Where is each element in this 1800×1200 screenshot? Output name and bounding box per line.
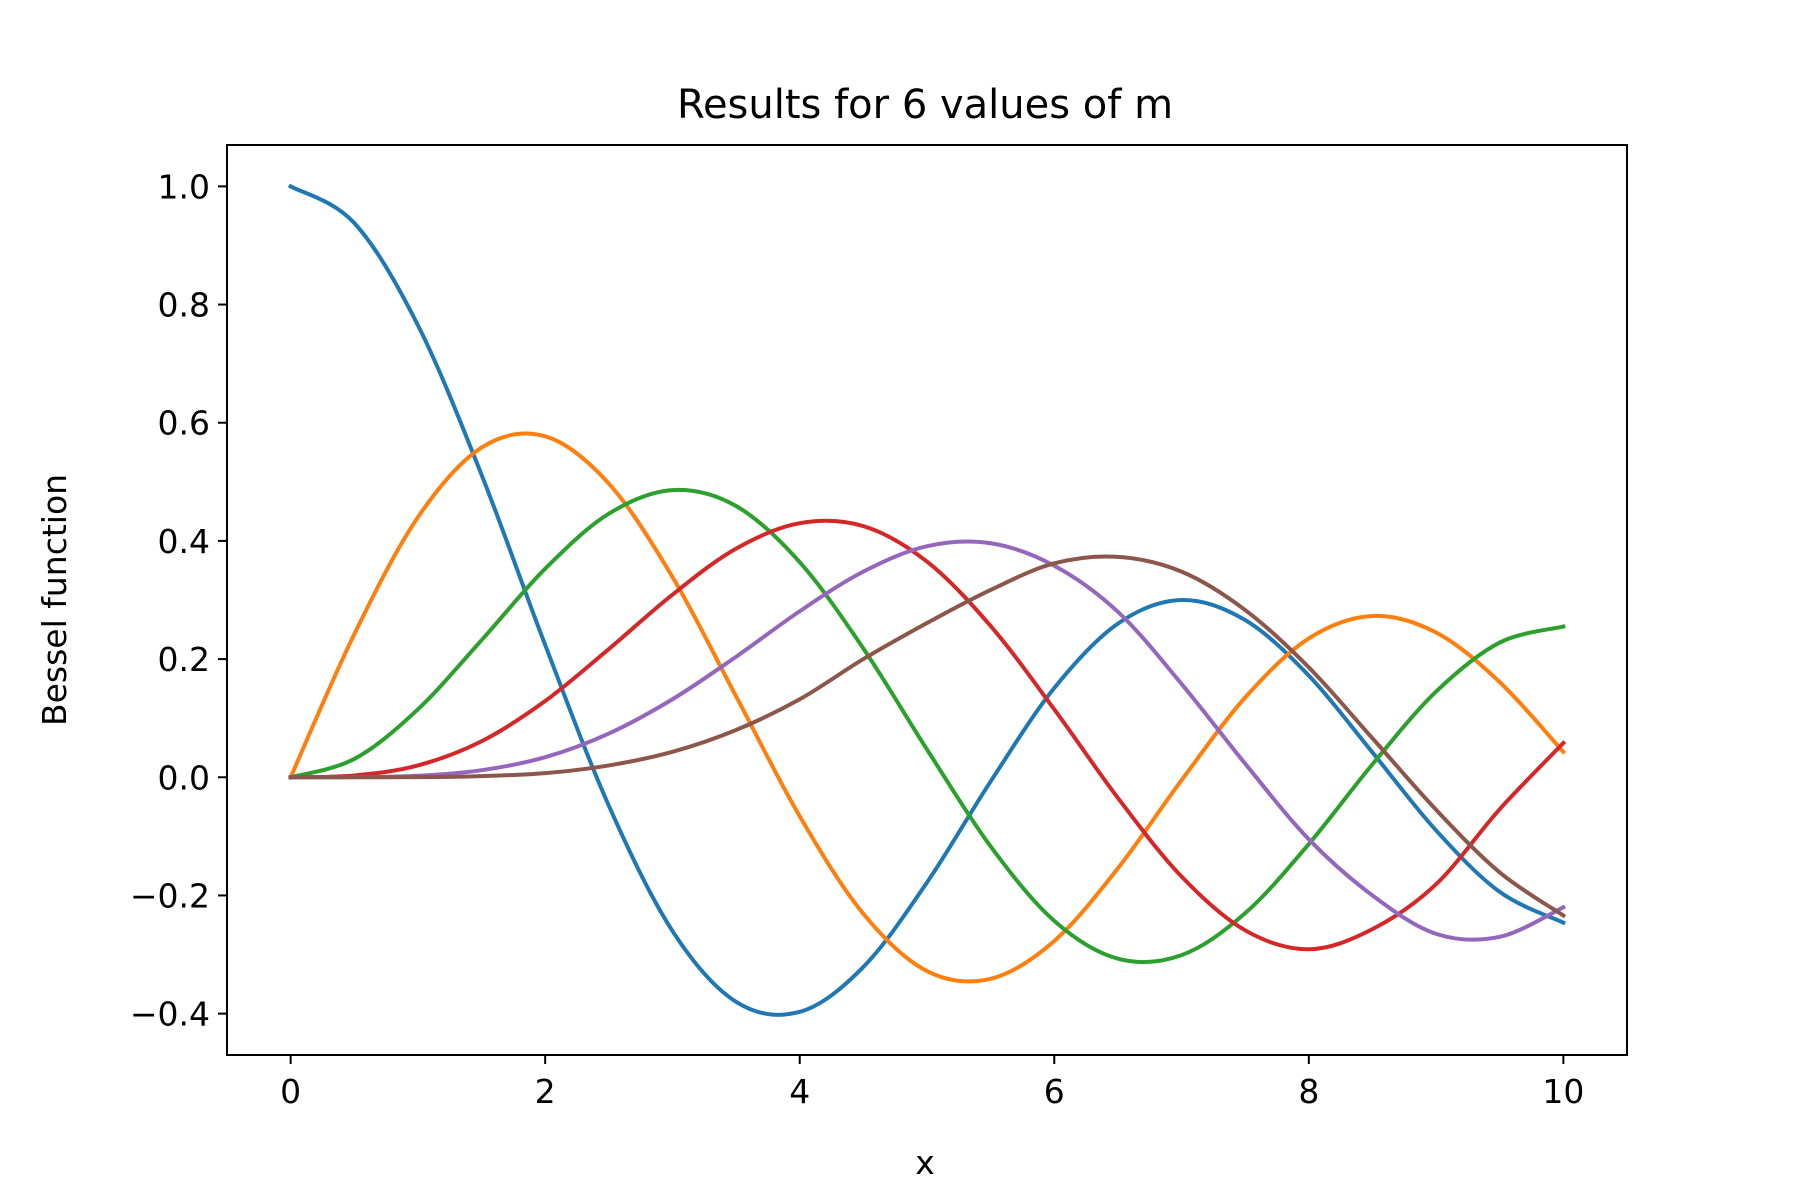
- x-axis-title: x: [915, 1143, 935, 1182]
- y-tick-label: 1.0: [158, 167, 210, 206]
- series-layer: [287, 183, 1567, 1017]
- y-axis-ticks: −0.4 −0.2 0.0 0.2 0.4 0.6 0.8 1.0: [130, 167, 227, 1034]
- x-axis-ticks: 0 2 4 6 8 10: [280, 1055, 1584, 1111]
- chart-title: Results for 6 values of m: [677, 82, 1173, 128]
- series-line-0: [287, 183, 1567, 1017]
- y-tick-label: 0.8: [158, 286, 210, 325]
- plot-frame: [226, 144, 1628, 1056]
- y-tick-label: 0.6: [158, 404, 210, 443]
- y-tick-label: −0.4: [130, 995, 210, 1034]
- y-tick-label: 0.2: [158, 640, 210, 679]
- x-tick-label: 6: [1044, 1072, 1065, 1111]
- y-axis-title: Bessel function: [35, 474, 74, 726]
- y-tick-label: 0.4: [158, 522, 210, 561]
- series-line-5: [288, 554, 1567, 919]
- series-line-1: [287, 431, 1567, 984]
- y-tick-label: −0.2: [130, 876, 210, 915]
- x-tick-label: 4: [789, 1072, 810, 1111]
- x-tick-label: 10: [1542, 1072, 1584, 1111]
- x-tick-label: 8: [1298, 1072, 1319, 1111]
- series-line-2: [288, 487, 1566, 965]
- series-line-4: [288, 539, 1567, 942]
- x-tick-label: 0: [280, 1072, 301, 1111]
- y-tick-label: 0.0: [158, 758, 210, 797]
- x-tick-label: 2: [535, 1072, 556, 1111]
- series-line-3: [288, 518, 1567, 952]
